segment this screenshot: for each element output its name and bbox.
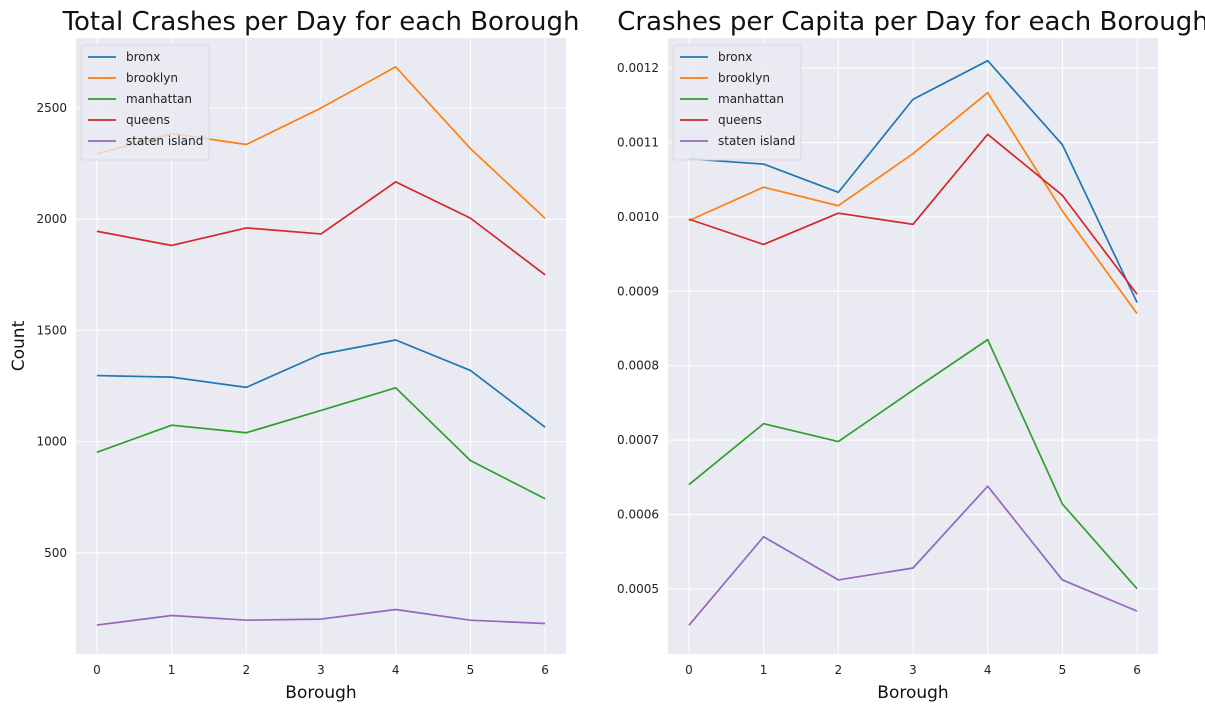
x-tick-label: 2 xyxy=(834,663,842,677)
y-tick-label: 0.0006 xyxy=(617,507,659,521)
legend: bronx brooklyn manhattan queens staten islan… xyxy=(80,44,210,161)
series-line-brooklyn xyxy=(688,91,1138,315)
x-tick-label: 4 xyxy=(392,663,400,677)
y-tick-label: 0.0008 xyxy=(617,359,659,373)
legend-label: manhattan xyxy=(126,92,192,106)
legend-label: staten island xyxy=(126,134,203,148)
x-tick-label: 0 xyxy=(685,663,693,677)
right-chart-panel: 0 1 2 3 4 5 6 0.0005 0.0006 0.0007 0.0008 0.0009 0.0… xyxy=(617,7,1205,703)
y-axis-label: Count xyxy=(9,320,29,371)
x-tick-label: 6 xyxy=(541,663,549,677)
x-axis-label: Borough xyxy=(285,683,356,703)
series-line-manhattan xyxy=(96,386,546,500)
legend-label: manhattan xyxy=(718,92,784,106)
chart-title: Crashes per Capita per Day for each Boro… xyxy=(617,7,1205,37)
x-tick-label: 2 xyxy=(242,663,250,677)
x-tick-label: 6 xyxy=(1133,663,1141,677)
legend-label: bronx xyxy=(718,50,752,64)
series-line-staten-island xyxy=(96,608,546,626)
series-line-queens xyxy=(96,181,546,276)
series-line-queens xyxy=(688,133,1138,295)
y-tick-label: 1000 xyxy=(36,435,67,449)
y-tick-label: 0.0010 xyxy=(617,210,659,224)
y-tick-label: 2500 xyxy=(36,101,67,115)
legend-box xyxy=(80,44,210,161)
y-tick-label: 0.0007 xyxy=(617,433,659,447)
x-tick-label: 5 xyxy=(1059,663,1067,677)
y-tick-label: 0.0012 xyxy=(617,61,659,75)
series-line-bronx xyxy=(688,59,1138,303)
series-line-manhattan xyxy=(688,338,1138,590)
y-tick-label: 0.0005 xyxy=(617,582,659,596)
series-line-bronx xyxy=(96,339,546,428)
legend-label: brooklyn xyxy=(126,71,178,85)
x-tick-label: 3 xyxy=(909,663,917,677)
y-tick-label: 500 xyxy=(44,546,67,560)
x-tick-label: 1 xyxy=(760,663,768,677)
y-tick-label: 2000 xyxy=(36,212,67,226)
legend-label: brooklyn xyxy=(718,71,770,85)
chart-title: Total Crashes per Day for each Borough xyxy=(62,7,580,37)
y-tick-label: 0.0009 xyxy=(617,284,659,298)
y-tick-label: 1500 xyxy=(36,323,67,337)
legend-box xyxy=(672,44,802,161)
legend-label: queens xyxy=(126,113,170,127)
legend-label: staten island xyxy=(718,134,795,148)
y-tick-label: 0.0011 xyxy=(617,136,659,150)
x-tick-label: 0 xyxy=(93,663,101,677)
legend: bronx brooklyn manhattan queens staten islan… xyxy=(672,44,802,161)
legend-label: queens xyxy=(718,113,762,127)
left-chart-panel: 0 1 2 3 4 5 6 500 1000 1500 2000 2500 bronx brooklyn m… xyxy=(9,7,579,703)
x-axis-label: Borough xyxy=(877,683,948,703)
x-tick-label: 1 xyxy=(168,663,176,677)
legend-label: bronx xyxy=(126,50,160,64)
x-tick-label: 3 xyxy=(317,663,325,677)
x-tick-label: 5 xyxy=(467,663,475,677)
series-line-staten-island xyxy=(688,485,1138,626)
x-tick-label: 4 xyxy=(984,663,992,677)
